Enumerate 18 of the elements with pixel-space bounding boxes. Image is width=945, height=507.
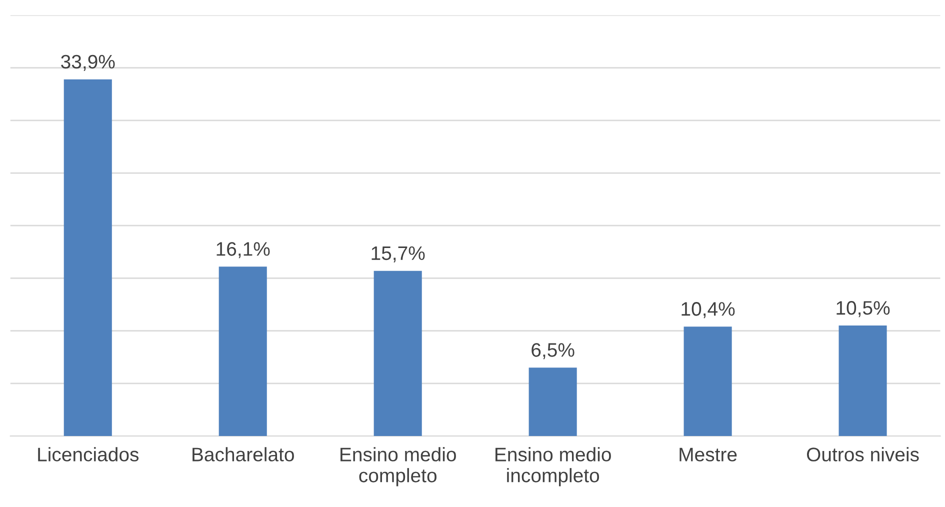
data-label: 16,1%	[216, 242, 270, 258]
bar	[528, 368, 577, 436]
x-tick-label: Mestre	[680, 448, 737, 462]
bar	[838, 326, 887, 436]
x-tick-label: Licenciados	[38, 447, 139, 462]
bar	[218, 266, 267, 436]
data-label: 6,5%	[532, 343, 574, 360]
x-tick-label: Ensino medio incompleto	[496, 447, 611, 486]
data-label: 15,7%	[372, 246, 425, 262]
bar	[64, 79, 112, 436]
data-label: 33,9%	[61, 54, 115, 71]
x-tick-label: Outros niveis	[806, 447, 919, 462]
x-tick-label: Bacharelato	[192, 447, 294, 462]
data-label: 10,5%	[836, 301, 890, 318]
x-tick-label: Ensino medio completo	[340, 447, 456, 486]
bar	[684, 326, 732, 436]
bar	[374, 270, 422, 436]
data-label: 10,4%	[682, 302, 735, 318]
